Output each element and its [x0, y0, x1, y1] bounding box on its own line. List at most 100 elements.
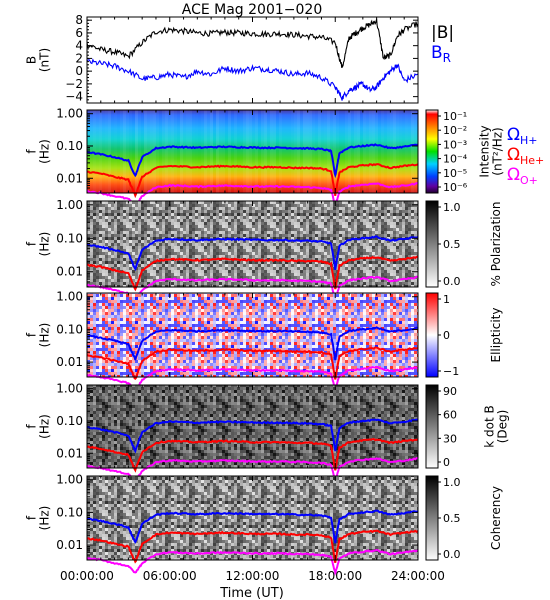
colorbar-gradient — [425, 200, 439, 288]
spectrogram-stripe — [186, 110, 189, 193]
spectrogram-stripe — [228, 110, 231, 193]
colorbar-tick-label: 10⁻¹ — [443, 110, 467, 123]
y-tick-label: 2 — [75, 51, 83, 65]
spectrogram-stripe — [177, 110, 180, 193]
spectrogram-stripe — [354, 110, 357, 193]
legend-entry-gyrofrequency: ΩHe+ — [507, 145, 544, 167]
spectrogram-stripe — [273, 110, 276, 193]
gyro-line-o — [86, 456, 419, 485]
colorbar: 1 0 −1 Ellipticity — [425, 292, 503, 378]
y-tick-label: 1.00 — [56, 290, 83, 304]
spectrogram-stripe — [207, 110, 210, 193]
y-tick-label: 0.10 — [56, 231, 83, 245]
spectrogram-stripe — [306, 110, 309, 193]
x-tick-label: 18:00:00 — [308, 569, 362, 583]
gyro-line-h — [86, 235, 419, 272]
spectrogram-stripe — [138, 110, 141, 193]
spectrogram-image — [87, 201, 418, 287]
figure-title: ACE Mag 2001−020 — [182, 2, 322, 18]
spectrogram-stripe — [387, 110, 390, 193]
y-axis-label: B(nT) — [24, 48, 51, 72]
spectrogram-stripe — [357, 110, 360, 193]
legend-entry-gyrofrequency: ΩO+ — [507, 165, 538, 187]
gyro-line-he — [86, 529, 419, 564]
spectrogram-stripe — [258, 110, 261, 193]
spectrogram-stripe — [87, 110, 90, 193]
gyro-line-h — [86, 326, 419, 361]
spectrogram-stripe — [99, 110, 102, 193]
colorbar-tick-label: 0 — [443, 329, 450, 342]
colorbar-gradient — [425, 292, 439, 378]
spectrogram-stripe — [345, 110, 348, 193]
spectrogram-stripe — [210, 110, 213, 193]
spectrogram-stripe — [153, 110, 156, 193]
spectrogram-stripe — [237, 110, 240, 193]
spectrogram-stripe — [405, 110, 408, 193]
y-tick-label: 0.10 — [56, 139, 83, 153]
colorbar-tick-label: 10⁻⁵ — [443, 167, 467, 180]
spectrogram-stripe — [96, 110, 99, 193]
spectrogram-stripe — [240, 110, 243, 193]
y-tick-label: 0.01 — [56, 538, 83, 552]
spectrogram-stripe — [201, 110, 204, 193]
spectrogram-stripe — [144, 110, 147, 193]
colorbar-tick-label: 10⁻⁶ — [443, 181, 468, 194]
spectrogram-stripe — [261, 110, 264, 193]
y-tick-label: 0.10 — [56, 505, 83, 519]
spectrogram-stripe — [363, 110, 366, 193]
y-tick-label: 0.01 — [56, 446, 83, 460]
y-tick-label: 0.10 — [56, 414, 83, 428]
spectrogram-stripe — [270, 110, 273, 193]
colorbar-label: % Polarization — [489, 202, 503, 287]
series-line-b-magnitude — [86, 18, 419, 68]
y-axis-label: f(Hz) — [24, 232, 51, 257]
spectrogram-stripe — [123, 110, 126, 193]
y-tick-label: 8 — [75, 13, 83, 27]
spectrogram-stripe — [333, 110, 336, 193]
y-tick-label: 1.00 — [56, 382, 83, 396]
spectrogram-stripe — [183, 110, 186, 193]
y-tick-label: 0.01 — [56, 355, 83, 369]
y-axis-label: f(Hz) — [24, 414, 51, 439]
spectrogram-stripe — [192, 110, 195, 193]
y-axis-label: f(Hz) — [24, 323, 51, 348]
panel-polarization: 1.00 0.10 0.01 f(Hz) 1.0 0.5 0.0 % Polarization — [24, 198, 503, 304]
spectrogram-stripe — [381, 110, 384, 193]
gyro-line-h — [86, 143, 419, 179]
gyro-line-he — [86, 163, 419, 199]
spectrogram-stripe — [279, 110, 282, 193]
colorbar-gradient — [425, 109, 439, 194]
spectrogram-stripe — [318, 110, 321, 193]
colorbar: 10⁻¹10⁻²10⁻³ 10⁻⁴10⁻⁵10⁻⁶ Intensity(nT²/Hz… — [425, 109, 505, 194]
spectrogram-stripe — [135, 110, 138, 193]
spectrogram-stripe — [111, 110, 114, 193]
spectrogram-stripe — [255, 110, 258, 193]
spectrogram-stripe — [276, 110, 279, 193]
spectrogram-image — [87, 385, 418, 468]
gyro-line-he — [86, 255, 419, 292]
spectrogram-stripe — [351, 110, 354, 193]
legend-entry-b-radial: BR — [431, 43, 451, 65]
colorbar-tick-label: 0.0 — [443, 275, 461, 288]
spectrogram-stripe — [369, 110, 372, 193]
spectrogram-stripe — [414, 110, 417, 193]
colorbar-tick-label: 1.0 — [443, 201, 461, 214]
spectrogram-stripe — [321, 110, 324, 193]
y-tick-label: 1.00 — [56, 107, 83, 121]
spectrogram-stripe — [399, 110, 402, 193]
spectrogram-stripe — [198, 110, 201, 193]
spectrogram-stripe — [165, 110, 168, 193]
y-tick-label: 0.01 — [56, 265, 83, 279]
gyro-line-o — [86, 548, 419, 576]
spectrogram-stripe — [234, 110, 237, 193]
y-tick-label: 0.01 — [56, 171, 83, 185]
colorbar-tick-label: 0.0 — [443, 548, 461, 561]
spectrogram-stripe — [189, 110, 192, 193]
spectrogram-stripe — [297, 110, 300, 193]
colorbar-gradient — [425, 384, 439, 469]
colorbar-tick-label: 1.0 — [443, 476, 461, 489]
colorbar-tick-label: 30 — [443, 432, 457, 445]
spectrogram-stripe — [336, 110, 339, 193]
panel-k-dot-b: 1.00 0.10 0.01 f(Hz) 90 60 30 0 k dot B(Deg) — [24, 382, 510, 485]
